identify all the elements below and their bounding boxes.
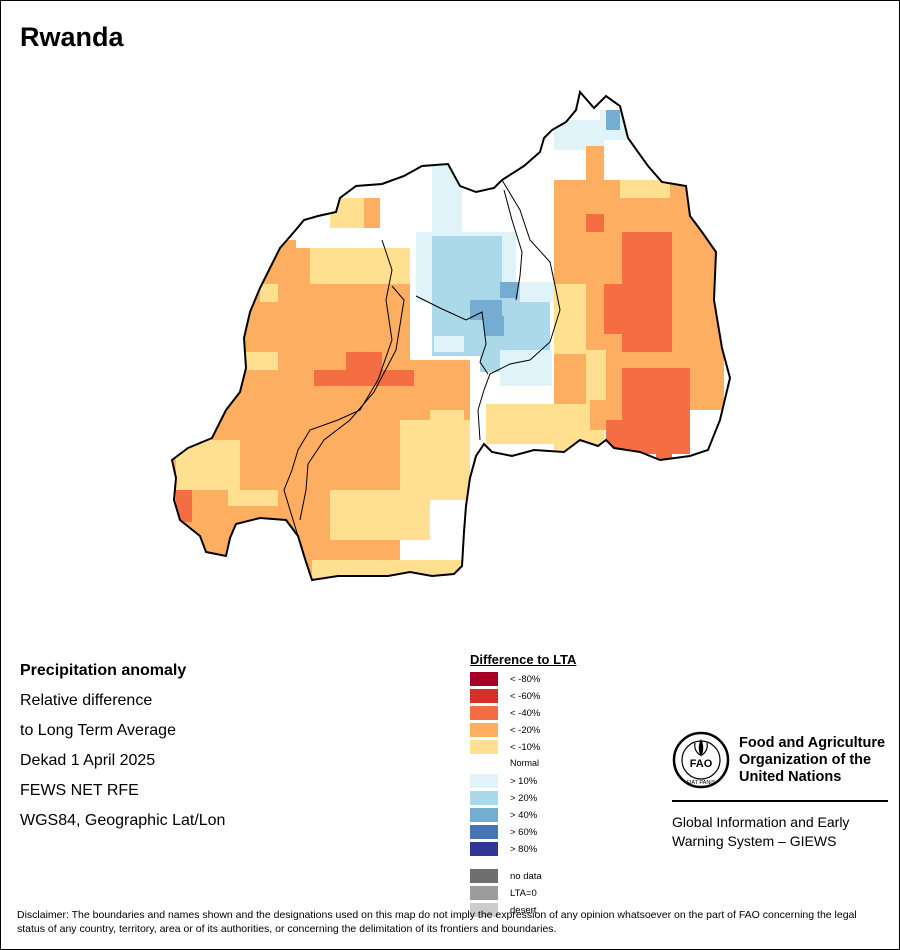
fao-logo-icon: FAO FIAT PANIS [672,731,730,789]
legend-label: < -40% [510,707,541,719]
legend-swatch [470,842,498,856]
fao-organization-name: Food and Agriculture Organization of the… [739,735,885,786]
legend-swatch [470,740,498,754]
legend-item: desert [470,903,536,917]
giews-line1: Global Information and Early [672,814,850,830]
legend-normal-label: Normal [510,758,540,768]
fao-name-line1: Food and Agriculture [739,735,886,751]
legend-swatch [470,706,498,720]
legend-item: < -80% [470,672,540,686]
legend-label: > 40% [510,809,538,821]
legend-label: < -20% [510,724,541,736]
legend-swatch [470,689,498,703]
legend-swatch [470,791,498,805]
legend-item: < -60% [470,689,540,703]
map-title: Rwanda [20,22,124,52]
legend-item: > 40% [470,808,537,822]
giews-line2: Warning System – GIEWS [672,833,837,849]
legend-item: < -10% [470,740,540,754]
giews-name: Global Information and Early Warning Sys… [672,813,849,851]
legend: Difference to LTA < -80% < -60% < -40% <… [470,652,577,917]
legend-label: LTA=0 [510,887,537,899]
legend-item: > 20% [470,791,537,805]
legend-label: > 80% [510,843,538,855]
fao-name-line3: United Nations [739,769,842,785]
fao-name-line2: Organization of the [739,752,872,768]
legend-swatch [470,825,498,839]
info-projection: WGS84, Geographic Lat/Lon [20,812,226,829]
legend-label: > 20% [510,792,538,804]
info-line2: to Long Term Average [20,722,176,739]
legend-swatch [470,808,498,822]
info-line1: Relative difference [20,692,153,709]
legend-label: no data [510,870,542,882]
legend-item: > 60% [470,825,537,839]
province-boundaries [283,179,561,537]
legend-label: > 60% [510,826,538,838]
legend-swatch [470,723,498,737]
legend-swatch [470,869,498,883]
anomaly-grid [172,92,730,580]
legend-item: < -40% [470,706,540,720]
legend-label: > 10% [510,775,538,787]
legend-item: > 80% [470,842,537,856]
country-boundary [170,89,732,582]
legend-item: > 10% [470,774,537,788]
info-period: Dekad 1 April 2025 [20,752,156,769]
legend-title: Difference to LTA [470,652,577,667]
info-heading: Precipitation anomaly [20,662,187,679]
legend-swatch [470,903,498,917]
fao-logo-motto: FIAT PANIS [686,780,715,786]
legend-item: < -20% [470,723,540,737]
legend-label: < -80% [510,673,541,685]
legend-item: no data [470,869,542,883]
fao-logo-text: FAO [690,758,713,770]
legend-item: LTA=0 [470,886,537,900]
map-info: Precipitation anomaly Relative differenc… [20,656,225,836]
disclaimer: Disclaimer: The boundaries and names sho… [17,909,857,935]
legend-swatch [470,774,498,788]
legend-swatch [470,886,498,900]
legend-label: < -10% [510,741,541,753]
legend-label: desert [510,904,537,916]
legend-swatch [470,672,498,686]
info-source: FEWS NET RFE [20,782,139,799]
legend-label: < -60% [510,690,541,702]
precipitation-anomaly-map [170,89,732,582]
fao-divider [672,800,888,802]
